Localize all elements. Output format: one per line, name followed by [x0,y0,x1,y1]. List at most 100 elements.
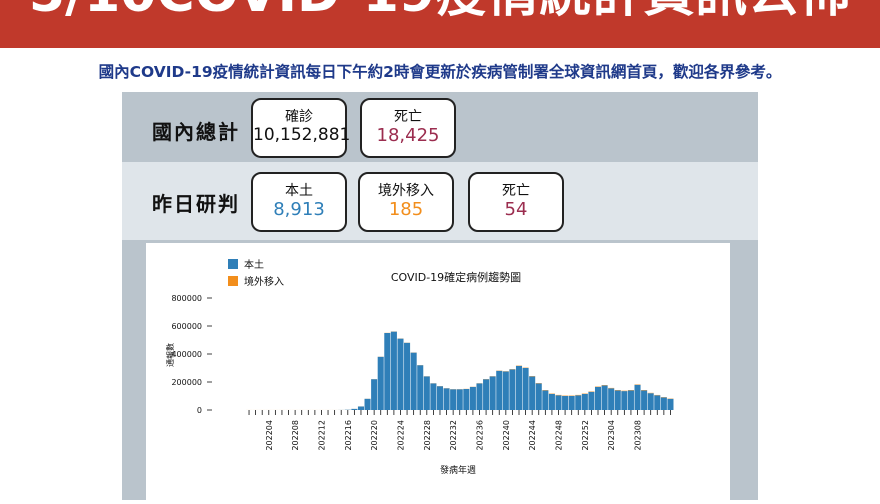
domestic-total-row: 國內總計 確診 10,152,881 死亡 18,425 [122,92,758,162]
legend-swatch [228,259,238,269]
bar-local [542,390,548,410]
x-tick-label: 202228 [423,420,432,451]
bar-local [667,399,673,410]
legend-swatch [228,276,238,286]
bar-local [641,390,647,410]
local-cases-label: 本土 [253,180,345,200]
bar-local [523,368,529,410]
deaths-total-value: 18,425 [362,125,454,146]
page-subtitle: 國內COVID-19疫情統計資訊每日下午約2時會更新於疾病管制署全球資訊網首頁，… [0,60,880,82]
x-tick-label: 202224 [396,420,405,451]
imported-cases-box: 境外移入 185 [358,172,454,232]
bar-local [602,386,608,411]
bar-local [582,394,588,410]
bar-local [634,385,640,410]
bar-local [615,390,621,410]
bar-local [562,396,568,410]
bar-local [463,389,469,410]
x-axis: 202204 202208 202212 202216 202220 202224 2022… [249,410,670,451]
top-banner: 5/10COVID-19疫情統計資訊公佈 [0,0,880,48]
bar-local [516,366,522,410]
deaths-total-label: 死亡 [362,106,454,126]
bar-local [437,386,443,410]
x-axis-label: 發病年週 [440,464,476,476]
x-tick-label: 202252 [581,420,590,451]
bar-local [503,372,509,411]
yesterday-deaths-box: 死亡 54 [468,172,564,232]
bar-local [595,387,601,410]
bar-local [588,392,594,410]
legend-label: 本土 [244,258,264,271]
bar-local [358,407,364,411]
yesterday-deaths-value: 54 [470,199,562,220]
bar-local [378,357,384,410]
bar-local [450,389,456,410]
confirmed-total-box: 確診 10,152,881 [251,98,347,158]
x-tick-label: 202220 [370,420,379,451]
bar-local [476,383,482,410]
bar-local [509,369,515,410]
bar-local [424,376,430,410]
bar-local [404,343,410,410]
x-tick-label: 202236 [475,420,484,451]
bar-local [569,396,575,410]
yesterday-row: 昨日研判 本土 8,913 境外移入 185 死亡 54 [122,162,758,240]
x-tick-label: 202204 [265,420,274,451]
bar-local [575,395,581,410]
bar-local [371,379,377,410]
y-tick-label: 400000 [171,350,202,359]
x-tick-label: 202248 [555,420,564,451]
confirmed-total-label: 確診 [253,106,345,126]
local-cases-box: 本土 8,913 [251,172,347,232]
bar-local [661,397,667,410]
bar-local [417,365,423,410]
local-cases-value: 8,913 [253,199,345,220]
bar-local [648,393,654,410]
bar-local [391,332,397,410]
bar-local [555,395,561,410]
bar-local [365,399,371,410]
bar-local [444,388,450,410]
y-tick-label: 800000 [171,294,202,303]
confirmed-total-value: 10,152,881 [253,125,345,145]
bar-local [384,333,390,410]
chart-title: COVID-19確定病例趨勢圖 [391,270,521,284]
x-tick-label: 202308 [634,420,643,451]
bars [246,331,673,410]
page-title: 5/10COVID-19疫情統計資訊公佈 [0,0,880,24]
bar-local [654,395,660,410]
deaths-total-box: 死亡 18,425 [360,98,456,158]
bar-local [549,394,555,410]
bar-local [608,388,614,410]
imported-cases-label: 境外移入 [360,180,452,200]
x-tick-label: 202212 [317,420,326,451]
bar-local [490,376,496,410]
x-tick-label: 202240 [502,420,511,451]
bar-local [470,387,476,410]
bar-local [411,353,417,410]
bar-local [628,390,634,410]
y-axis-label: 通報數 [165,343,175,367]
bar-local [496,371,502,410]
bar-local [536,383,542,410]
yesterday-label: 昨日研判 [152,188,240,217]
x-tick-label: 202208 [291,420,300,451]
x-tick-label: 202232 [449,420,458,451]
bar-local [483,379,489,410]
x-tick-label: 202216 [344,420,353,451]
bar-local [457,389,463,410]
bar-local [529,376,535,410]
yesterday-deaths-label: 死亡 [470,180,562,200]
bar-local [351,409,357,410]
imported-cases-value: 185 [360,199,452,220]
domestic-total-label: 國內總計 [152,116,240,145]
y-tick-label: 600000 [171,322,202,331]
x-tick-label: 202244 [528,420,537,451]
bar-local [397,339,403,410]
y-tick-label: 0 [197,406,202,415]
legend-label: 境外移入 [244,275,284,288]
